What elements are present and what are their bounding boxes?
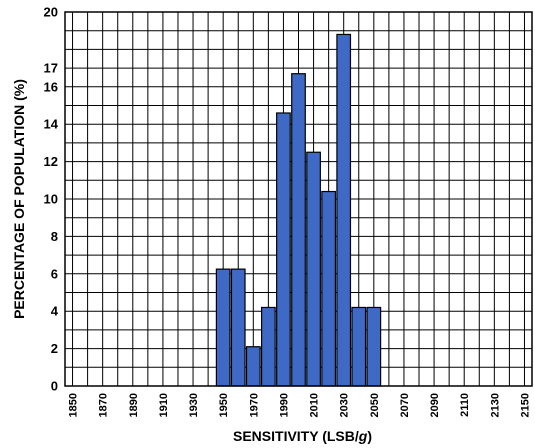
bar-1960 [230, 268, 246, 387]
bar-2040 [351, 306, 367, 387]
y-tick-label: 0 [51, 379, 58, 394]
x-tick-label: 1910 [158, 393, 170, 417]
y-tick-label: 8 [51, 229, 58, 244]
x-tick-label: 2010 [309, 393, 321, 417]
y-tick-label: 17 [44, 61, 58, 76]
bar-1970 [245, 346, 261, 387]
bar-2020 [321, 190, 337, 387]
x-tick-label: 1970 [248, 393, 260, 417]
bar-2050 [366, 306, 382, 387]
x-tick-label: 2130 [489, 393, 501, 417]
y-tick-label: 2 [51, 341, 58, 356]
y-tick-label: 4 [51, 304, 59, 319]
bar-1990 [276, 112, 291, 387]
x-axis-label-prefix: SENSITIVITY (LSB/ [233, 428, 359, 444]
y-tick-label: 6 [51, 266, 58, 281]
x-tick-label: 2030 [339, 393, 351, 417]
x-tick-label: 1850 [68, 393, 80, 417]
bars [215, 33, 382, 387]
x-axis-label: SENSITIVITY (LSB/g) [233, 428, 372, 444]
bar-2010 [306, 151, 321, 387]
x-tick-label: 1990 [278, 393, 290, 417]
x-tick-label: 1890 [128, 393, 140, 417]
x-tick-label: 1950 [218, 393, 230, 417]
bar-1980 [260, 306, 276, 387]
y-tick-labels: 0 2 4 6 8 10 12 14 16 17 20 [44, 5, 59, 394]
x-axis-label-variable: g [358, 428, 368, 444]
y-axis-label: PERCENTAGE OF POPULATION (%) [11, 79, 27, 319]
x-tick-label: 2050 [369, 393, 381, 417]
x-tick-label: 2090 [429, 393, 441, 417]
x-axis-label-suffix: ) [367, 428, 372, 444]
x-tick-label: 1870 [98, 393, 110, 417]
y-tick-label: 16 [44, 79, 58, 94]
bar-2030 [336, 33, 352, 387]
y-tick-label: 20 [44, 5, 58, 20]
y-tick-label: 12 [44, 154, 58, 169]
x-tick-label: 2110 [459, 393, 471, 417]
x-tick-label: 2070 [399, 393, 411, 417]
x-tick-label: 2150 [519, 393, 531, 417]
bar-2000 [291, 73, 306, 387]
bar-1950 [215, 268, 231, 387]
y-tick-label: 10 [44, 192, 58, 207]
x-tick-labels: 1850 1870 1890 1910 1930 1950 1970 1990 2010 2030… [68, 393, 532, 417]
y-tick-label: 14 [44, 117, 59, 132]
plot-frame [64, 11, 533, 387]
x-tick-label: 1930 [188, 393, 200, 417]
